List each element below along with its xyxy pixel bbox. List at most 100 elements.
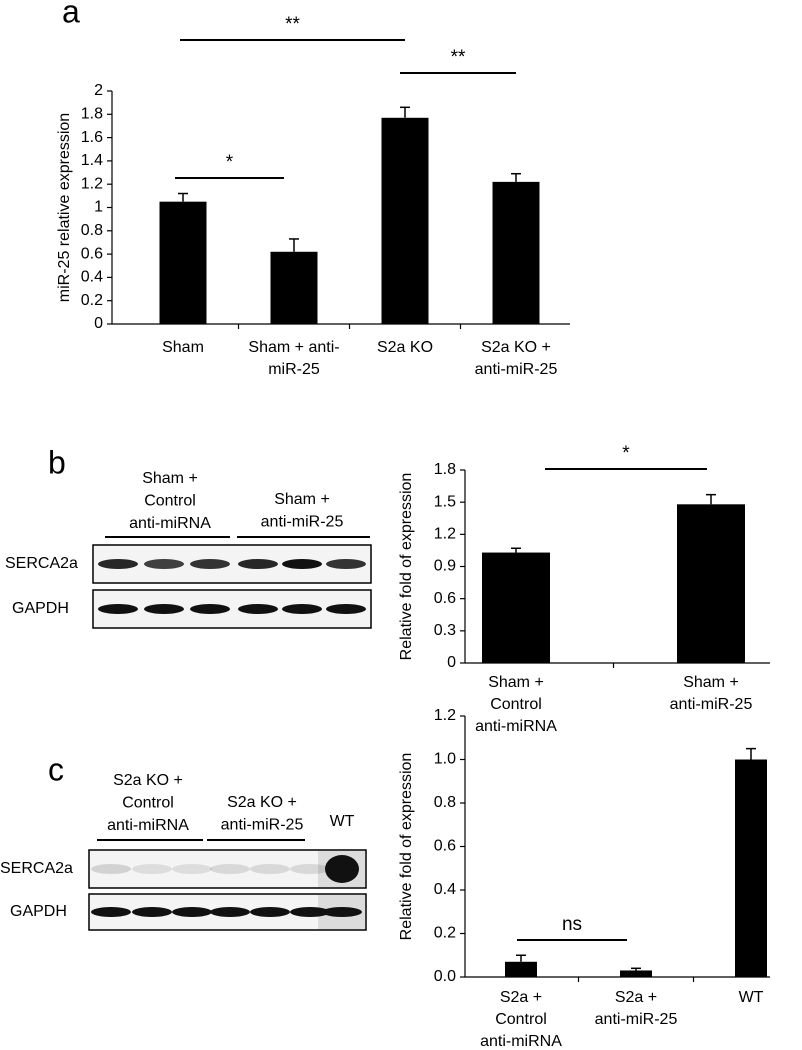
blot-band	[238, 559, 278, 569]
y-tick-label: 0.2	[434, 925, 456, 942]
bar	[735, 759, 767, 977]
lane-group-label: anti-miR-25	[261, 514, 344, 531]
panel-label: b	[48, 444, 66, 480]
y-tick-label: 0	[447, 654, 456, 671]
x-tick-label: S2a KO	[377, 339, 433, 356]
y-axis-label: miR-25 relative expression	[56, 113, 73, 302]
x-tick-label: anti-miR-25	[670, 696, 753, 713]
lane-group-label: anti-miRNA	[129, 515, 211, 532]
y-axis-label: Relative fold of expression	[398, 473, 415, 661]
panel-label: c	[48, 751, 64, 787]
blot-band	[282, 559, 322, 569]
lane-group-label: Sham +	[274, 491, 330, 508]
y-tick-label: 0.6	[434, 838, 456, 855]
bar	[159, 201, 207, 324]
blot-band	[144, 604, 184, 614]
bar	[270, 251, 318, 324]
x-tick-label: Sham + anti-	[248, 339, 339, 356]
significance-label: *	[226, 152, 234, 173]
blot-band	[290, 864, 330, 874]
lane-group-label: S2a KO +	[227, 794, 297, 811]
x-tick-label: Control	[490, 696, 542, 713]
blot-row-label: SERCA2a	[0, 860, 73, 877]
blot-row-label: SERCA2a	[5, 555, 78, 572]
lane-group-label: Control	[122, 795, 174, 812]
y-tick-label: 1.5	[434, 493, 456, 510]
y-tick-label: 0.0	[434, 968, 456, 985]
bar	[492, 181, 540, 324]
y-tick-label: 0.6	[434, 590, 456, 607]
x-tick-label: anti-miRNA	[480, 1033, 562, 1050]
y-tick-label: 1.2	[434, 707, 456, 724]
blot-band	[326, 604, 366, 614]
blot-frame	[92, 589, 372, 629]
bar	[620, 970, 652, 977]
lane-group-label: WT	[330, 813, 355, 830]
lane-group-label: Control	[144, 493, 196, 510]
significance-label: ns	[562, 914, 582, 935]
y-tick-label: 1.2	[434, 526, 456, 543]
y-tick-label: 0.8	[81, 222, 103, 239]
panel-label: a	[62, 0, 80, 29]
blot-row-label: GAPDH	[10, 903, 67, 920]
blot-band	[190, 604, 230, 614]
significance-label: **	[451, 47, 466, 68]
blot-band	[326, 559, 366, 569]
blot-band	[250, 907, 290, 917]
lane-group-label: S2a KO +	[113, 772, 183, 789]
lane-group-label: Sham +	[142, 470, 198, 487]
y-tick-label: 0.4	[434, 881, 456, 898]
blot-band	[290, 907, 330, 917]
x-tick-label: miR-25	[268, 361, 320, 378]
blot-band	[98, 559, 138, 569]
y-axis-label: Relative fold of expression	[398, 753, 415, 941]
y-tick-label: 0.8	[434, 794, 456, 811]
lane-group-label: anti-miRNA	[107, 817, 189, 834]
y-tick-label: 2	[94, 82, 103, 99]
blot-band	[132, 907, 172, 917]
blot-frame	[92, 544, 372, 584]
x-tick-label: S2a +	[615, 989, 657, 1006]
blot-band	[132, 864, 172, 874]
y-tick-label: 1.4	[81, 152, 103, 169]
y-tick-label: 0.9	[434, 558, 456, 575]
x-tick-label: S2a KO +	[481, 339, 551, 356]
x-tick-label: anti-miR-25	[475, 361, 558, 378]
x-tick-label: Sham +	[683, 674, 739, 691]
bar	[505, 961, 537, 977]
y-tick-label: 1.8	[434, 461, 456, 478]
y-tick-label: 1.0	[434, 751, 456, 768]
bar	[482, 552, 550, 663]
y-tick-label: 1.2	[81, 175, 103, 192]
bar	[677, 504, 745, 663]
x-tick-label: Sham +	[488, 674, 544, 691]
y-tick-label: 0.4	[81, 269, 103, 286]
bar	[381, 117, 429, 324]
blot-band	[172, 907, 212, 917]
y-tick-label: 0.3	[434, 622, 456, 639]
x-tick-label: S2a +	[500, 989, 542, 1006]
x-tick-label: Control	[495, 1011, 547, 1028]
significance-label: **	[285, 14, 300, 35]
blot-band	[325, 855, 359, 883]
x-tick-label: Sham	[162, 339, 204, 356]
blot-band	[210, 864, 250, 874]
y-tick-label: 0.6	[81, 245, 103, 262]
x-tick-label: anti-miRNA	[475, 718, 557, 735]
blot-band	[91, 864, 131, 874]
blot-band	[172, 864, 212, 874]
blot-band	[282, 604, 322, 614]
blot-band	[144, 559, 184, 569]
lane-group-label: anti-miR-25	[221, 817, 304, 834]
x-tick-label: anti-miR-25	[595, 1011, 678, 1028]
blot-row-label: GAPDH	[12, 600, 69, 617]
blot-band	[210, 907, 250, 917]
blot-band	[250, 864, 290, 874]
y-tick-label: 1.6	[81, 129, 103, 146]
y-tick-label: 1.8	[81, 106, 103, 123]
blot-band	[322, 907, 362, 917]
blot-band	[98, 604, 138, 614]
y-tick-label: 0	[94, 315, 103, 332]
